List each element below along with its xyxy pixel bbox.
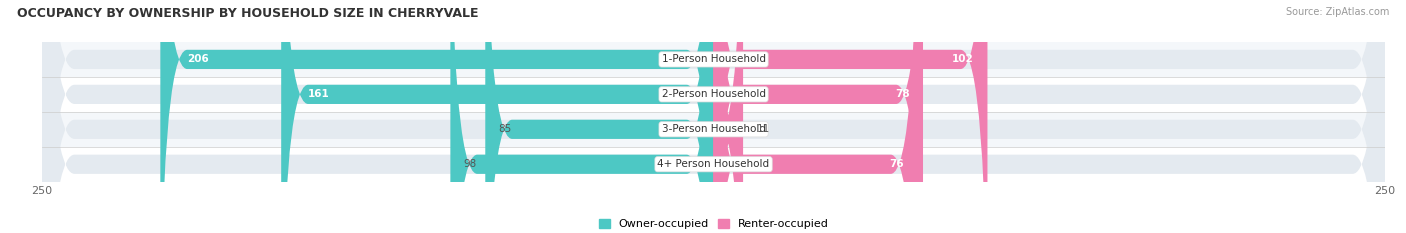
FancyBboxPatch shape: [713, 0, 744, 233]
Text: 1-Person Household: 1-Person Household: [662, 55, 765, 64]
Text: 85: 85: [499, 124, 512, 134]
Bar: [42, 77, 1385, 112]
Bar: [42, 112, 1385, 147]
FancyBboxPatch shape: [450, 0, 713, 233]
FancyBboxPatch shape: [42, 0, 1385, 233]
FancyBboxPatch shape: [160, 0, 713, 233]
Legend: Owner-occupied, Renter-occupied: Owner-occupied, Renter-occupied: [599, 219, 828, 229]
FancyBboxPatch shape: [42, 0, 1385, 233]
Bar: [42, 147, 1385, 182]
FancyBboxPatch shape: [485, 0, 713, 233]
Text: 11: 11: [756, 124, 769, 134]
Text: 4+ Person Household: 4+ Person Household: [658, 159, 769, 169]
Text: 2-Person Household: 2-Person Household: [662, 89, 765, 99]
Text: 102: 102: [952, 55, 974, 64]
Text: OCCUPANCY BY OWNERSHIP BY HOUSEHOLD SIZE IN CHERRYVALE: OCCUPANCY BY OWNERSHIP BY HOUSEHOLD SIZE…: [17, 7, 478, 20]
Text: Source: ZipAtlas.com: Source: ZipAtlas.com: [1285, 7, 1389, 17]
FancyBboxPatch shape: [281, 0, 713, 233]
FancyBboxPatch shape: [713, 0, 922, 233]
Text: 206: 206: [187, 55, 209, 64]
FancyBboxPatch shape: [713, 0, 987, 233]
Text: 98: 98: [464, 159, 477, 169]
Text: 3-Person Household: 3-Person Household: [662, 124, 765, 134]
FancyBboxPatch shape: [713, 0, 918, 233]
Bar: [42, 42, 1385, 77]
Text: 76: 76: [890, 159, 904, 169]
FancyBboxPatch shape: [42, 0, 1385, 233]
Text: 78: 78: [896, 89, 910, 99]
FancyBboxPatch shape: [42, 0, 1385, 233]
Text: 161: 161: [308, 89, 330, 99]
